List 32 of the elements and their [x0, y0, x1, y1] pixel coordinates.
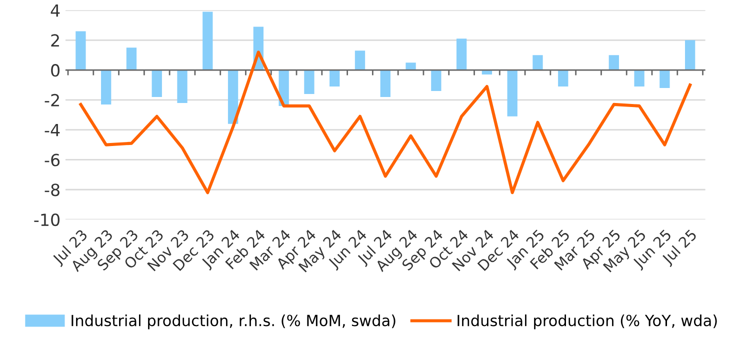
bar	[101, 70, 112, 104]
y-tick-label: -8	[44, 184, 60, 196]
y-tick-label: 2	[51, 34, 59, 47]
bar	[660, 70, 670, 88]
bar	[177, 70, 188, 103]
bar	[126, 48, 137, 70]
bar	[380, 70, 390, 97]
line-series	[79, 50, 692, 194]
bar	[431, 70, 442, 91]
bar	[354, 50, 366, 70]
bar	[152, 70, 162, 97]
legend-label: Industrial production, r.h.s. (% MoM, swda)	[72, 314, 396, 330]
bar	[304, 70, 314, 94]
bar	[406, 62, 416, 70]
bar	[634, 70, 644, 87]
bar	[202, 12, 213, 70]
y-tick-label: -6	[44, 154, 60, 166]
y-tick-label: -10	[34, 213, 60, 226]
legend-label: Industrial production (% YoY, wda)	[458, 314, 717, 330]
y-tick-label: -4	[44, 124, 60, 136]
bar	[608, 55, 619, 70]
y-tick-label: -2	[44, 94, 59, 106]
bar	[330, 70, 340, 87]
bar	[532, 55, 543, 70]
bar	[685, 40, 696, 70]
bar	[228, 70, 238, 124]
y-tick-label: 0	[51, 64, 60, 77]
bar	[76, 31, 86, 70]
y-tick-label: 4	[50, 4, 60, 17]
bar	[558, 70, 568, 87]
bar	[456, 38, 467, 70]
bar	[507, 70, 518, 116]
